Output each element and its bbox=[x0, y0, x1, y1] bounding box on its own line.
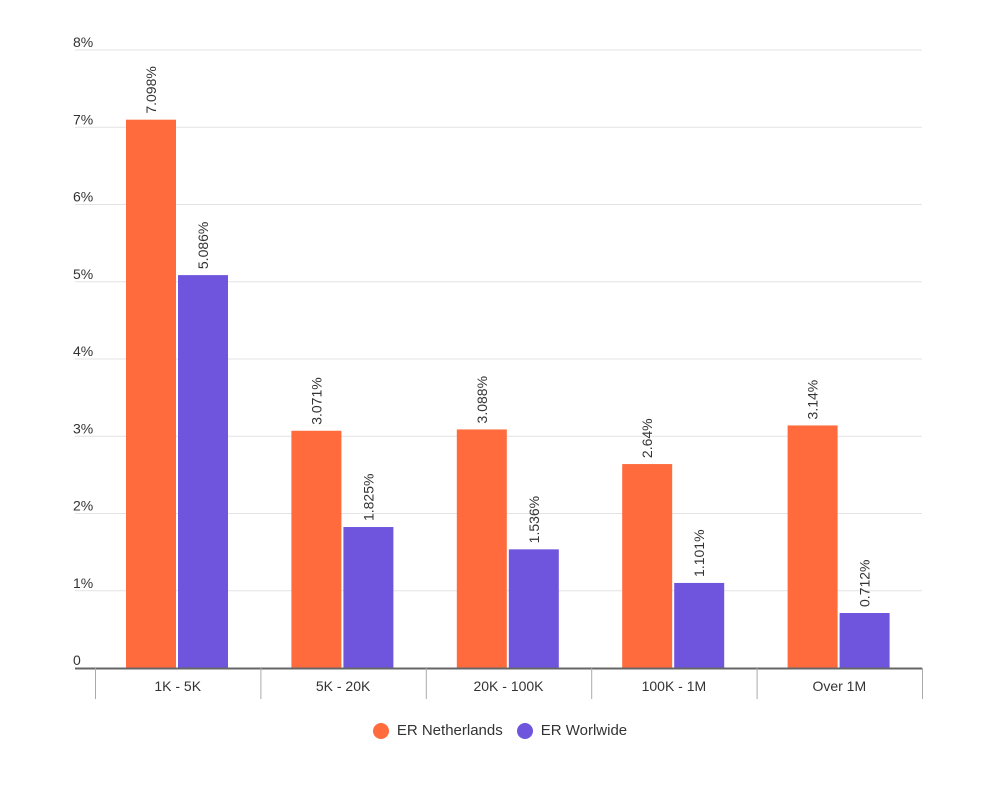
y-tick-label: 6% bbox=[73, 189, 93, 205]
legend-swatch-er-worlwide bbox=[516, 722, 533, 739]
y-axis: 0 1% 2% 3% 4% 5% 6% 7% 8% bbox=[73, 34, 93, 668]
x-axis: 1K - 5K 5K - 20K 20K - 100K 100K - 1M Over 1… bbox=[75, 667, 923, 699]
data-label: 1.101% bbox=[691, 529, 707, 576]
data-label: 7.098% bbox=[143, 66, 159, 113]
y-tick-label: 2% bbox=[73, 498, 93, 514]
legend-item-er-worlwide[interactable]: ER Worlwide bbox=[516, 722, 628, 739]
data-label: 0.712% bbox=[857, 560, 873, 607]
bar-er-worlwide[interactable] bbox=[508, 549, 559, 668]
data-label: 1.825% bbox=[360, 474, 376, 521]
bar-er-netherlands[interactable] bbox=[291, 430, 342, 668]
x-tick-label: 100K - 1M bbox=[642, 678, 707, 694]
x-tick-label: 20K - 100K bbox=[473, 678, 544, 694]
x-tick-label: 5K - 20K bbox=[316, 678, 371, 694]
y-tick-label: 3% bbox=[73, 420, 93, 436]
legend-label-er-netherlands: ER Netherlands bbox=[396, 722, 503, 739]
bar-er-worlwide[interactable] bbox=[178, 275, 228, 668]
data-label: 1.536% bbox=[526, 496, 542, 543]
y-tick-label: 4% bbox=[73, 343, 93, 359]
y-tick-label: 5% bbox=[73, 266, 93, 282]
y-tick-label: 7% bbox=[73, 111, 93, 127]
data-label: 5.086% bbox=[195, 222, 211, 269]
data-labels: 7.098% 5.086% 3.071% 1.825% 3.088% 1.536% 2.64… bbox=[143, 66, 873, 607]
bars bbox=[126, 119, 890, 668]
x-tick-label: 1K - 5K bbox=[154, 678, 201, 694]
bar-er-netherlands[interactable] bbox=[622, 464, 673, 668]
x-tick-label: Over 1M bbox=[812, 678, 866, 694]
data-label: 3.088% bbox=[474, 376, 490, 423]
bar-er-worlwide[interactable] bbox=[343, 527, 394, 668]
legend-swatch-er-netherlands bbox=[372, 722, 389, 739]
bar-er-netherlands[interactable] bbox=[787, 425, 838, 668]
legend: ER Netherlands ER Worlwide bbox=[0, 722, 1000, 739]
y-tick-label: 1% bbox=[73, 575, 93, 591]
bar-er-netherlands[interactable] bbox=[126, 119, 176, 668]
data-label: 2.64% bbox=[639, 418, 655, 458]
data-label: 3.14% bbox=[805, 380, 821, 420]
bar-er-worlwide[interactable] bbox=[674, 582, 725, 668]
bar-er-netherlands[interactable] bbox=[456, 429, 507, 668]
legend-label-er-worlwide: ER Worlwide bbox=[540, 722, 628, 739]
legend-item-er-netherlands[interactable]: ER Netherlands bbox=[372, 722, 503, 739]
data-label: 3.071% bbox=[308, 377, 324, 424]
y-tick-label: 8% bbox=[73, 34, 93, 50]
bar-er-worlwide[interactable] bbox=[839, 612, 890, 668]
y-tick-label: 0 bbox=[73, 652, 81, 668]
